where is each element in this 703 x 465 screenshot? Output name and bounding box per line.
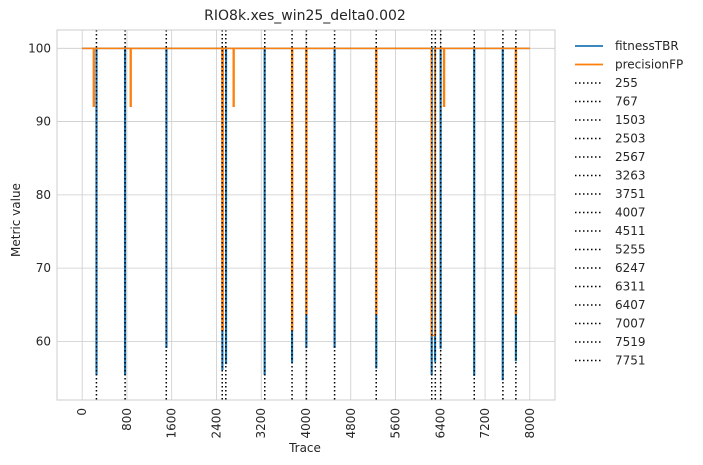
y-tick-label: 90 bbox=[36, 115, 51, 129]
legend-label: 4007 bbox=[615, 206, 646, 220]
x-tick-label: 6400 bbox=[433, 408, 447, 439]
plot-frame bbox=[56, 29, 556, 401]
legend-label: 6311 bbox=[615, 280, 646, 294]
legend-label: 7519 bbox=[615, 335, 646, 349]
y-axis-label: Metric value bbox=[9, 183, 23, 257]
y-tick-label: 70 bbox=[36, 261, 51, 275]
y-tick-label: 60 bbox=[36, 334, 51, 348]
legend-label: 4511 bbox=[615, 224, 646, 238]
x-tick-label: 3200 bbox=[254, 408, 268, 439]
x-tick-label: 1600 bbox=[165, 408, 179, 439]
plot-area: 60 70 80 90 100 0 800 1600 2400 3200 4000 4800 5600 6… bbox=[28, 29, 556, 439]
x-tick-label: 800 bbox=[120, 408, 134, 431]
legend-label: 3751 bbox=[615, 187, 646, 201]
legend-label: 255 bbox=[615, 76, 638, 90]
x-axis-label: Trace bbox=[288, 441, 321, 455]
x-tick-label: 4000 bbox=[299, 408, 313, 439]
x-tick-label: 4800 bbox=[344, 408, 358, 439]
legend-label: 6247 bbox=[615, 261, 646, 275]
x-tick-label: 2400 bbox=[209, 408, 223, 439]
x-tick-label: 7200 bbox=[478, 408, 492, 439]
x-tick-label: 8000 bbox=[523, 408, 537, 439]
legend: fitnessTBR precisionFP 255 767 1503 2503 2567 3… bbox=[575, 39, 683, 368]
y-tick-label: 100 bbox=[28, 41, 51, 55]
legend-label: 5255 bbox=[615, 243, 646, 257]
legend-label: precisionFP bbox=[615, 58, 683, 72]
legend-label: 1503 bbox=[615, 113, 646, 127]
legend-label: 3263 bbox=[615, 169, 646, 183]
legend-label: 2503 bbox=[615, 132, 646, 146]
x-tick-label: 5600 bbox=[389, 408, 403, 439]
legend-label: 7751 bbox=[615, 354, 646, 368]
legend-label: fitnessTBR bbox=[615, 39, 679, 53]
series-line-precisionFP bbox=[82, 47, 530, 337]
legend-label: 6407 bbox=[615, 298, 646, 312]
x-tick-label: 0 bbox=[75, 408, 89, 416]
chart-title: RIO8k.xes_win25_delta0.002 bbox=[204, 8, 406, 24]
legend-label: 2567 bbox=[615, 150, 646, 164]
legend-label: 7007 bbox=[615, 317, 646, 331]
y-tick-label: 80 bbox=[36, 188, 51, 202]
legend-label: 767 bbox=[615, 95, 638, 109]
